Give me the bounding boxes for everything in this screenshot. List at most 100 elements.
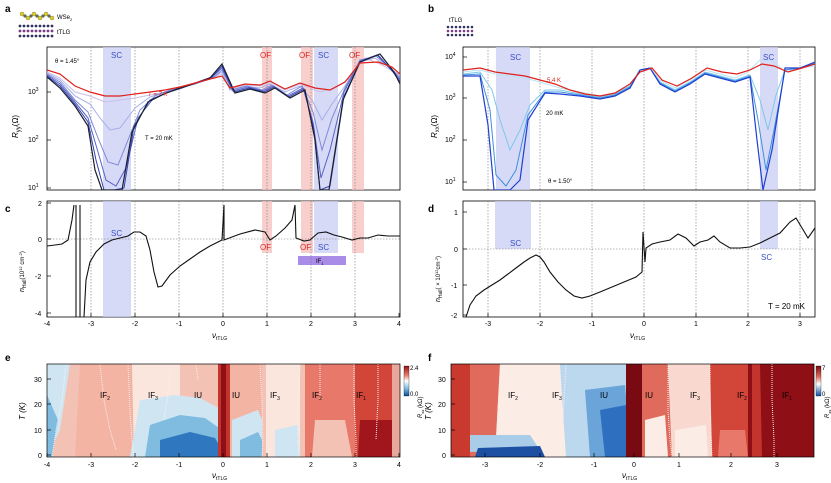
svg-text:IF3: IF3 — [690, 391, 700, 402]
svg-text:IF2: IF2 — [312, 391, 322, 402]
svg-text:1: 1 — [265, 462, 269, 469]
svg-text:104: 104 — [445, 52, 456, 61]
svg-text:-4: -4 — [44, 462, 50, 469]
sc-label: SC — [111, 51, 122, 60]
panel-c: c 2 0 -2 -4 -4 -3 -2 -1 0 1 2 3 4 νtTLG nHall(10 — [5, 200, 401, 342]
svg-text:IU: IU — [194, 391, 202, 400]
lattice-icon — [18, 11, 55, 38]
svg-text:4: 4 — [397, 321, 401, 328]
region-labels-e: IF2 IF3 IU IU IF3 IF2 IF1 — [100, 391, 366, 402]
of-band — [352, 201, 364, 253]
svg-text:3: 3 — [353, 462, 357, 469]
svg-text:2: 2 — [309, 321, 313, 328]
svg-text:0: 0 — [454, 247, 458, 254]
svg-text:0: 0 — [221, 321, 225, 328]
sc-band — [760, 47, 778, 190]
ylabel-b: Rxx(Ω) — [430, 115, 441, 138]
svg-text:0: 0 — [221, 462, 225, 469]
svg-text:-3: -3 — [485, 321, 491, 328]
svg-text:30: 30 — [34, 377, 42, 384]
svg-text:0: 0 — [38, 453, 42, 460]
legend-wse2: WSe — [57, 15, 71, 21]
svg-text:-3: -3 — [88, 462, 94, 469]
panel-c-label: c — [5, 204, 11, 215]
svg-text:30: 30 — [438, 377, 446, 384]
axes-frame-b — [462, 46, 816, 191]
svg-text:-1: -1 — [591, 462, 597, 469]
xlabel-d: νtTLG — [630, 331, 645, 342]
svg-text:0.0: 0.0 — [410, 392, 419, 398]
theta-b: θ = 1.50° — [548, 179, 573, 185]
ylabel-e: T (K) — [18, 402, 27, 420]
svg-text:0: 0 — [642, 321, 646, 328]
svg-text:-1: -1 — [176, 462, 182, 469]
curve-nhall — [47, 204, 400, 317]
xlabel-e: νtTLG — [212, 471, 227, 482]
svg-text:2: 2 — [729, 462, 733, 469]
svg-text:10: 10 — [34, 428, 42, 435]
svg-text:3: 3 — [353, 321, 357, 328]
panel-e: e — [5, 353, 425, 482]
of-band — [262, 47, 272, 190]
panel-a-label: a — [5, 4, 11, 15]
svg-text:WSe2: WSe2 — [57, 15, 73, 22]
svg-text:0: 0 — [632, 462, 636, 469]
axes-frame-f — [450, 363, 815, 458]
svg-text:1: 1 — [677, 462, 681, 469]
lattice-icon-b — [446, 25, 474, 37]
svg-text:-1: -1 — [176, 321, 182, 328]
ylabel-f: T (K) — [424, 402, 433, 420]
svg-text:IF3: IF3 — [270, 391, 280, 402]
sc-label: SC — [510, 53, 521, 62]
panel-b: b tTLG 104 103 102 1 — [428, 4, 816, 191]
svg-text:-4: -4 — [35, 311, 41, 318]
curve-20mK — [47, 53, 400, 190]
colorbar-f — [815, 365, 822, 397]
ylabel-a: Ryy(Ω) — [11, 115, 22, 138]
axes-frame-e — [46, 363, 401, 458]
svg-text:102: 102 — [28, 135, 39, 144]
panel-a: a WSe2 tTLG — [5, 4, 401, 192]
svg-text:1: 1 — [265, 321, 269, 328]
svg-text:-2: -2 — [132, 321, 138, 328]
svg-text:IU: IU — [600, 391, 608, 400]
svg-text:101: 101 — [28, 183, 39, 192]
cbar-label-e: Rxx (kΩ) — [418, 397, 425, 419]
of-label: OF — [260, 51, 271, 60]
curve-20mK — [463, 61, 815, 190]
legend-ttlg-a: tTLG — [57, 30, 71, 36]
sc-label: SC — [510, 239, 521, 248]
panel-f-label: f — [428, 353, 432, 364]
of-label: OF — [299, 51, 310, 60]
svg-text:IF1: IF1 — [782, 391, 792, 402]
svg-text:IU: IU — [645, 391, 653, 400]
label-7K: T = 7 K — [148, 92, 169, 98]
svg-text:IU: IU — [232, 391, 240, 400]
svg-text:3: 3 — [775, 462, 779, 469]
svg-text:IF1: IF1 — [356, 391, 366, 402]
svg-text:2: 2 — [38, 201, 42, 208]
svg-text:-1: -1 — [589, 321, 595, 328]
svg-text:-3: -3 — [88, 321, 94, 328]
svg-text:-4: -4 — [44, 321, 50, 328]
label-20mK: 20 mK — [546, 111, 563, 117]
svg-text:103: 103 — [28, 87, 39, 96]
cbar-label-f: Rxx (kΩ) — [825, 397, 831, 419]
theta-a: θ = 1.45° — [55, 59, 80, 65]
svg-text:101: 101 — [445, 177, 456, 186]
of-label: OF — [260, 243, 271, 252]
label-20mK: T = 20 mK — [145, 136, 173, 142]
svg-text:2: 2 — [309, 462, 313, 469]
sc-band — [495, 201, 531, 249]
sc-label: SC — [761, 253, 772, 262]
region-labels-f: IF2 IF3 IU IU IF3 IF2 IF1 — [508, 391, 792, 402]
svg-text:IF3: IF3 — [552, 391, 562, 402]
svg-text:103: 103 — [445, 93, 456, 102]
svg-text:IF3: IF3 — [148, 391, 158, 402]
svg-text:-2: -2 — [451, 313, 457, 320]
svg-text:0: 0 — [822, 392, 826, 398]
svg-text:IF2: IF2 — [100, 391, 110, 402]
if1-bar — [298, 256, 346, 265]
xlabel-f: νtTLG — [622, 471, 637, 482]
